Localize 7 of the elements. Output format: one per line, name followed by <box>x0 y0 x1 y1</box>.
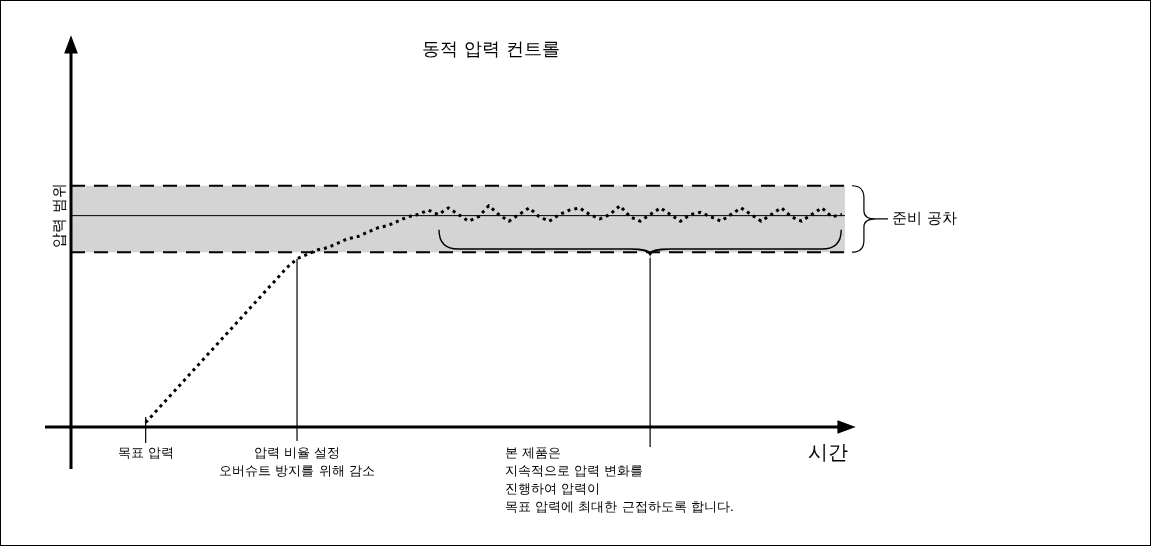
x-axis-title: 시간 <box>808 440 848 464</box>
text: 본 제품은 지속적으로 압력 변화를 진행하여 압력이 목표 압력에 최대한 근접하도록 합니다. <box>505 445 734 514</box>
chart-title: 동적 압력 컨트롤 <box>422 38 560 59</box>
y-axis-title: 압력 범위 <box>49 183 68 249</box>
text: 압력 비율 설정 오버슈트 방지를 위해 감소 <box>219 445 375 478</box>
text: 목표 압력 <box>117 445 174 460</box>
text: 준비 공차 <box>891 208 957 227</box>
